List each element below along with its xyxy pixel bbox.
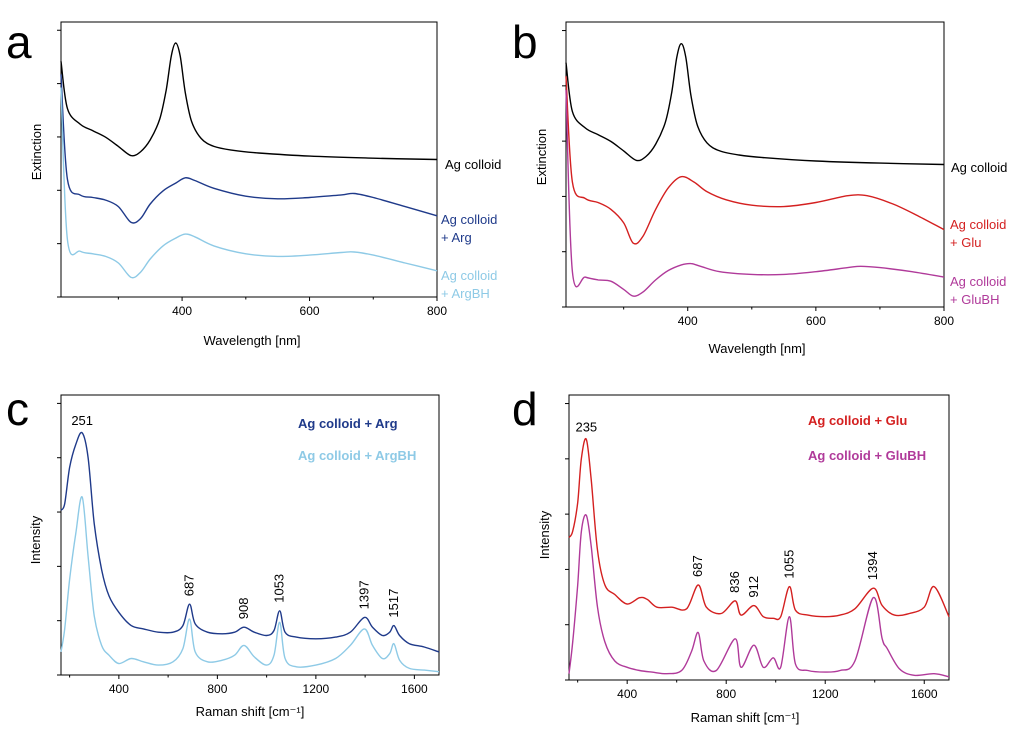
panel-d-peak-label-912: 912 <box>746 576 761 598</box>
panel-b-label-glubh: Ag colloid + GluBH <box>950 274 1010 307</box>
panel-c-peak-label-1517: 1517 <box>386 589 401 618</box>
panel-a-xlabel: Wavelength [nm] <box>203 333 300 348</box>
panel-d-series <box>568 437 950 678</box>
panel-b-xlabel: Wavelength [nm] <box>708 341 805 356</box>
panel-d-xtick-label: 1600 <box>911 687 938 701</box>
panel-a-frame <box>60 21 438 298</box>
panel-c-ticks: 400 800 1200 1600 <box>57 402 428 696</box>
panel-b-xtick-label: 800 <box>934 314 954 328</box>
panel-c-legend-argbh: Ag colloid + ArgBH <box>298 448 416 463</box>
panel-c-xtick-label: 400 <box>109 682 129 696</box>
panel-a-xtick-label: 400 <box>172 304 192 318</box>
panel-d-frame <box>568 394 950 681</box>
panel-b-series <box>565 42 945 297</box>
panel-c-series-line-1 <box>60 496 440 673</box>
panel-c-legend-arg: Ag colloid + Arg <box>298 416 398 431</box>
panel-c-peak-label-908: 908 <box>236 598 251 620</box>
panel-d-xtick-label: 1200 <box>812 687 839 701</box>
panel-b-series-line-1 <box>565 76 945 245</box>
panel-c-ylabel: Intensity <box>28 515 43 564</box>
panel-d-legend-glubh: Ag colloid + GluBH <box>808 448 926 463</box>
panel-d-peak-label-687: 687 <box>690 555 705 577</box>
panel-d-ticks: 400 800 1200 1600 <box>565 403 938 701</box>
panel-b-label-glu: Ag colloid + Glu <box>950 217 1010 250</box>
panel-c-peak-label-1053: 1053 <box>272 574 287 603</box>
panel-a-label-argbh: Ag colloid + ArgBH <box>441 268 501 301</box>
panel-b-xtick-label: 400 <box>678 314 698 328</box>
panel-a-label-arg: Ag colloid + Arg <box>441 212 501 245</box>
panel-c-peak-label-251: 251 <box>71 413 93 428</box>
panel-b-ylabel: Extinction <box>534 129 549 185</box>
panel-a-label-ag-colloid: Ag colloid <box>445 157 501 172</box>
panel-d-legend-glu: Ag colloid + Glu <box>808 413 907 428</box>
panel-a: a Extinction Wavelength [nm] 400 600 800 A… <box>6 16 501 348</box>
panel-d-series-line-0 <box>568 437 950 621</box>
panel-c-xtick-label: 1200 <box>303 682 330 696</box>
panel-letter-b: b <box>512 16 538 68</box>
panel-a-ticks: 400 600 800 <box>57 29 447 318</box>
panel-d-xtick-label: 800 <box>716 687 736 701</box>
panel-c-series-line-0 <box>60 431 440 653</box>
panel-d-ylabel: Intensity <box>537 510 552 559</box>
panel-c-peak-label-1397: 1397 <box>356 580 371 609</box>
panel-b: b Extinction Wavelength [nm] 400 600 800 A… <box>512 16 1010 356</box>
panel-letter-a: a <box>6 16 32 68</box>
panel-d-xlabel: Raman shift [cm⁻¹] <box>691 710 800 725</box>
panel-d-peak-labels: 235 687 836 912 1055 1394 <box>575 419 880 597</box>
panel-b-frame <box>565 21 945 308</box>
panel-c-xtick-label: 1600 <box>401 682 428 696</box>
panel-c-xtick-label: 800 <box>207 682 227 696</box>
panel-b-series-line-0 <box>565 42 945 166</box>
panel-a-xtick-label: 600 <box>300 304 320 318</box>
panel-a-series-line-2 <box>60 87 438 279</box>
panel-b-xtick-label: 600 <box>806 314 826 328</box>
panel-d: d Intensity Raman shift [cm⁻¹] 400 800 120… <box>512 383 950 725</box>
panel-b-series-line-2 <box>565 89 945 297</box>
panel-letter-c: c <box>6 383 29 435</box>
panel-b-label-ag-colloid: Ag colloid <box>951 160 1007 175</box>
panel-c: c Intensity Raman shift [cm⁻¹] 400 800 120… <box>6 383 440 719</box>
panel-d-peak-label-1055: 1055 <box>781 550 796 579</box>
panel-d-peak-label-235: 235 <box>575 419 597 434</box>
panel-letter-d: d <box>512 383 538 435</box>
panel-a-series <box>60 42 438 279</box>
panel-c-peak-label-687: 687 <box>182 574 197 596</box>
panel-c-xlabel: Raman shift [cm⁻¹] <box>196 704 305 719</box>
panel-a-ylabel: Extinction <box>29 124 44 180</box>
panel-a-xtick-label: 800 <box>427 304 447 318</box>
panel-b-ticks: 400 600 800 <box>562 30 954 328</box>
panel-d-series-line-1 <box>568 514 950 678</box>
panel-a-series-line-0 <box>60 42 438 161</box>
panel-d-peak-label-836: 836 <box>727 571 742 593</box>
panel-a-series-line-1 <box>60 74 438 224</box>
panel-c-frame <box>60 394 440 676</box>
panel-c-peak-labels: 251 687 908 1053 1397 1517 <box>71 413 401 619</box>
panel-d-xtick-label: 400 <box>617 687 637 701</box>
panel-c-series <box>60 431 440 673</box>
panel-d-peak-label-1394: 1394 <box>865 551 880 580</box>
